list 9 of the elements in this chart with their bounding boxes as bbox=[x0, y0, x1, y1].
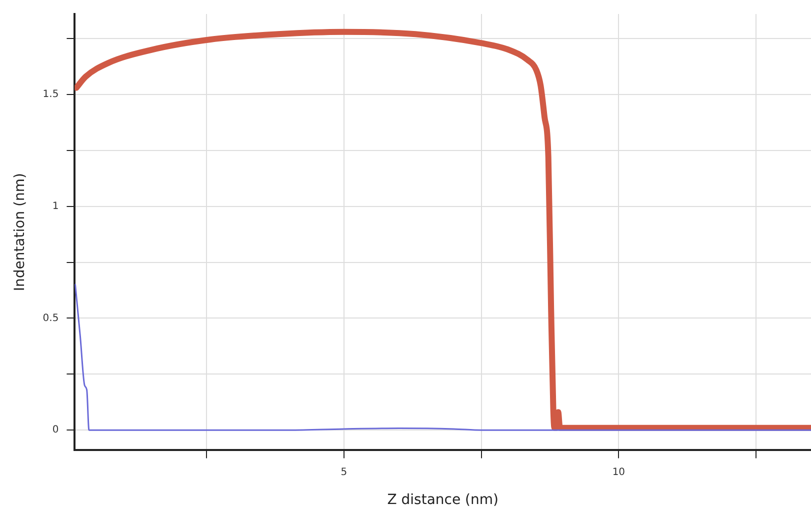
x-tick-label: 5 bbox=[340, 466, 348, 478]
y-tick-label: 0.5 bbox=[42, 312, 59, 324]
line-series bbox=[74, 284, 811, 431]
x-axis-title: Z distance (nm) bbox=[387, 492, 498, 508]
y-tick-label: 1 bbox=[52, 200, 59, 212]
x-tick-label: 10 bbox=[612, 466, 626, 478]
y-axis-title: Indentation (nm) bbox=[12, 173, 28, 292]
y-tick-label: 0 bbox=[52, 424, 59, 436]
y-tick-label: 1.5 bbox=[42, 89, 59, 100]
